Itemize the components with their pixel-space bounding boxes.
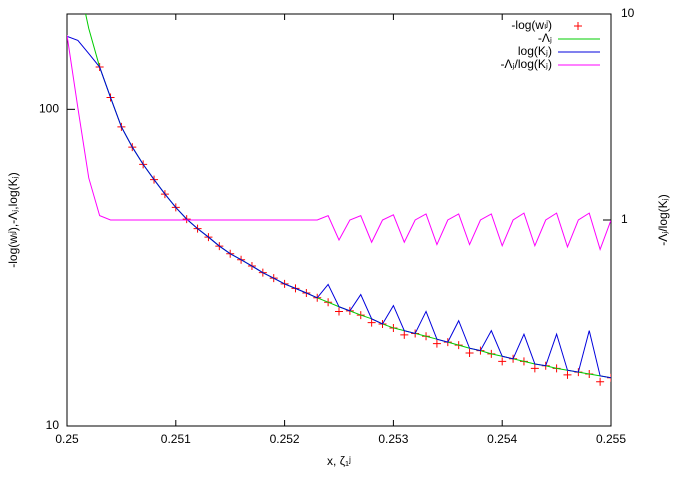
data-point <box>400 330 409 339</box>
y-tick-label: 100 <box>39 101 59 115</box>
legend-label: -Λⱼ/log(Kⱼ) <box>500 57 552 71</box>
data-point <box>563 370 572 379</box>
data-point <box>498 357 507 366</box>
legend-label: -Λⱼ <box>538 31 552 45</box>
series-line <box>67 35 611 379</box>
x-tick-label: 0.25 <box>55 432 79 446</box>
y2-axis-label: -Λⱼ/log(Kⱼ) <box>656 194 670 246</box>
y-axis-label: -log(wₗʲ),-Λⱼ,log(Kⱼ) <box>6 172 20 267</box>
series-line <box>67 35 611 251</box>
x-tick-label: 0.255 <box>596 432 626 446</box>
data-point <box>596 377 605 386</box>
x-tick-label: 0.251 <box>161 432 191 446</box>
x-tick-label: 0.254 <box>487 432 517 446</box>
legend-marker <box>574 22 582 30</box>
data-point <box>530 364 539 373</box>
legend-label: log(Kⱼ) <box>518 44 552 58</box>
data-point <box>465 349 474 358</box>
y-tick-label: 10 <box>46 418 60 432</box>
x-tick-label: 0.252 <box>270 432 300 446</box>
x-tick-label: 0.253 <box>378 432 408 446</box>
data-point <box>367 318 376 327</box>
plot-area <box>67 14 611 386</box>
x-axis-label: x, ζ₁ʲ <box>327 454 351 468</box>
data-point <box>432 339 441 348</box>
data-point <box>335 307 343 316</box>
y2-tick-label: 10 <box>621 6 635 20</box>
y2-tick-label: 1 <box>621 212 628 226</box>
legend-label: -log(wₗʲ) <box>511 18 552 32</box>
